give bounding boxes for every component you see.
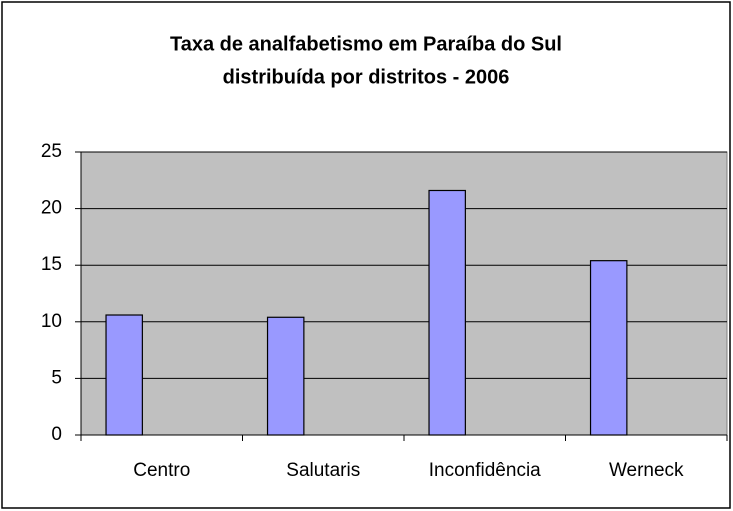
bar [589, 260, 628, 436]
x-tick-label: Centro [133, 460, 190, 481]
chart-title: distribuída por distritos - 2006 [223, 66, 510, 88]
y-tick-label: 25 [41, 141, 62, 162]
bar [428, 189, 466, 436]
chart-title: Taxa de analfabetismo em Paraíba do Sul [170, 33, 562, 55]
y-tick-label: 15 [41, 254, 62, 275]
bar [266, 316, 305, 436]
bar [105, 314, 143, 436]
y-tick-label: 0 [51, 424, 62, 445]
x-tick-label: Salutaris [286, 460, 360, 481]
x-tick-label: Inconfidência [429, 460, 541, 481]
x-tick-label: Werneck [609, 460, 684, 481]
y-tick-label: 20 [41, 198, 62, 219]
y-tick-label: 10 [41, 311, 62, 332]
y-tick-label: 5 [51, 367, 62, 388]
plot-area [80, 151, 728, 436]
